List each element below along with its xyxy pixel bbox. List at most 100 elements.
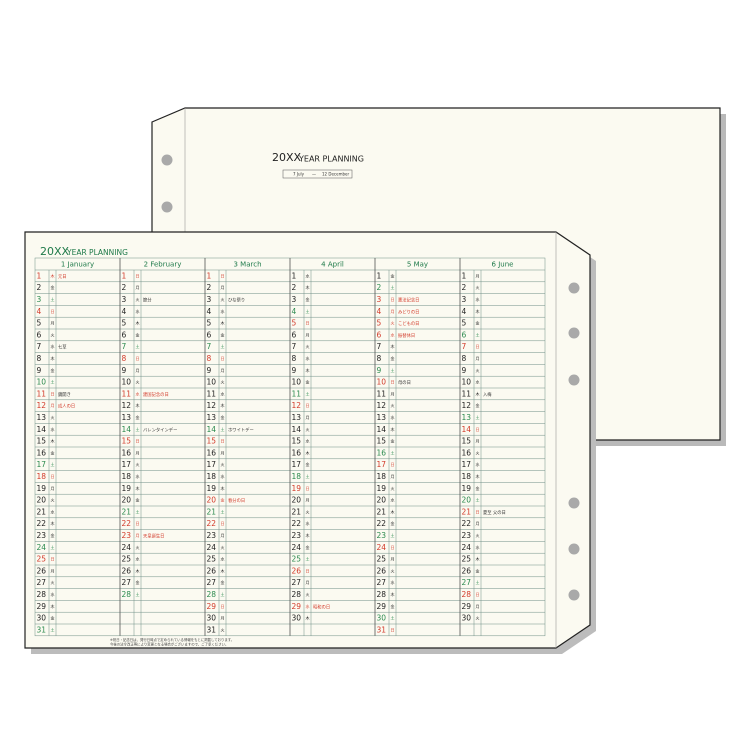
weekday: 月 <box>306 580 310 585</box>
weekday: 金 <box>51 449 55 455</box>
weekday: 火 <box>306 427 310 432</box>
day-number: 25 <box>37 555 47 564</box>
day-number: 12 <box>207 401 217 410</box>
weekday: 木 <box>136 485 140 491</box>
day-number: 16 <box>377 448 387 457</box>
day-number: 23 <box>462 531 472 540</box>
day-number: 6 <box>37 330 42 339</box>
weekday: 金 <box>51 615 55 621</box>
weekday: 火 <box>476 533 480 538</box>
weekday: 土 <box>306 556 310 562</box>
day-number: 21 <box>37 507 47 516</box>
day-number: 21 <box>122 507 132 516</box>
day-number: 30 <box>462 614 472 623</box>
day-number: 13 <box>377 413 387 422</box>
day-number: 1 <box>292 271 297 280</box>
weekday: 木 <box>476 308 480 314</box>
weekday: 金 <box>391 355 395 361</box>
weekday: 金 <box>136 414 140 420</box>
weekday: 木 <box>221 485 225 491</box>
weekday: 土 <box>391 367 395 373</box>
day-number: 16 <box>292 448 302 457</box>
weekday: 火 <box>136 545 140 550</box>
day-number: 11 <box>207 389 217 398</box>
weekday: 月 <box>136 533 140 538</box>
weekday: 木 <box>476 556 480 562</box>
weekday: 日 <box>306 486 310 491</box>
hole <box>161 201 173 213</box>
weekday: 水 <box>51 591 55 597</box>
day-number: 27 <box>207 578 217 587</box>
weekday: 月 <box>476 273 480 278</box>
day-number: 13 <box>37 413 47 422</box>
day-number: 17 <box>122 460 132 469</box>
weekday: 月 <box>391 309 395 314</box>
weekday: 金 <box>306 461 310 467</box>
weekday: 月 <box>221 616 225 621</box>
day-number: 7 <box>122 342 127 351</box>
day-number: 4 <box>207 307 212 316</box>
weekday: 土 <box>391 615 395 621</box>
day-number: 24 <box>37 543 47 552</box>
day-number: 1 <box>122 271 127 280</box>
weekday: 日 <box>51 474 55 479</box>
weekday: 月 <box>306 332 310 337</box>
day-number: 5 <box>462 319 467 328</box>
weekday: 水 <box>136 390 140 396</box>
weekday: 土 <box>391 532 395 538</box>
weekday: 月 <box>476 604 480 609</box>
weekday: 金 <box>221 497 225 503</box>
weekday: 火 <box>221 545 225 550</box>
day-number: 28 <box>292 590 302 599</box>
weekday: 火 <box>476 285 480 290</box>
weekday: 日 <box>136 356 140 361</box>
day-number: 21 <box>462 507 472 516</box>
back-title-text: YEAR PLANNING <box>298 155 364 164</box>
day-number: 9 <box>122 366 127 375</box>
day-number: 13 <box>207 413 217 422</box>
day-note: 節分 <box>143 297 152 304</box>
weekday: 月 <box>476 521 480 526</box>
weekday: 水 <box>221 473 225 479</box>
day-number: 15 <box>122 437 132 446</box>
weekday: 日 <box>306 568 310 573</box>
weekday: 金 <box>136 579 140 585</box>
day-number: 17 <box>292 460 302 469</box>
day-note: 七草 <box>58 344 67 351</box>
day-number: 30 <box>37 614 47 623</box>
weekday: 土 <box>136 591 140 597</box>
day-number: 20 <box>377 496 387 505</box>
weekday: 月 <box>391 474 395 479</box>
weekday: 火 <box>51 415 55 420</box>
day-number: 25 <box>292 555 302 564</box>
weekday: 木 <box>391 426 395 432</box>
day-number: 23 <box>292 531 302 540</box>
range-dash: — <box>312 172 316 177</box>
day-number: 15 <box>37 437 47 446</box>
day-number: 15 <box>207 437 217 446</box>
hole <box>568 282 580 294</box>
day-note: 元日 <box>58 274 67 280</box>
weekday: 金 <box>391 603 395 609</box>
weekday: 水 <box>476 461 480 467</box>
day-number: 1 <box>462 271 467 280</box>
day-number: 21 <box>207 507 217 516</box>
day-number: 22 <box>37 519 47 528</box>
day-number: 11 <box>37 389 47 398</box>
back-title-year: 20XX <box>272 151 302 164</box>
day-number: 31 <box>37 625 47 634</box>
day-number: 6 <box>122 330 127 339</box>
weekday: 月 <box>391 391 395 396</box>
day-number: 17 <box>462 460 472 469</box>
weekday: 火 <box>51 580 55 585</box>
day-number: 19 <box>292 484 302 493</box>
day-note: 夏至 父の日 <box>483 510 506 516</box>
weekday: 土 <box>476 414 480 420</box>
day-number: 22 <box>122 519 132 528</box>
day-number: 19 <box>37 484 47 493</box>
day-number: 12 <box>462 401 472 410</box>
weekday: 土 <box>476 579 480 585</box>
weekday: 日 <box>136 439 140 444</box>
day-number: 26 <box>207 566 217 575</box>
weekday: 土 <box>221 508 225 514</box>
